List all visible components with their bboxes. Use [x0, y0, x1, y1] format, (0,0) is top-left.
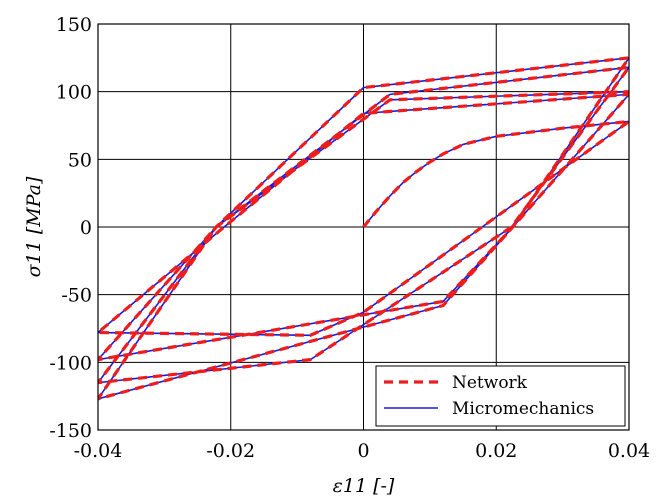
legend-box [375, 365, 626, 427]
y-axis-ticks: -150 -100 -50 0 50 100 150 [49, 14, 92, 442]
y-tick-label: 50 [68, 149, 92, 171]
x-axis-label: ε11 [-] [333, 475, 395, 497]
series-line-network [98, 56, 629, 401]
y-axis-label: σ11 [MPa] [23, 176, 45, 277]
y-tick-label: 0 [80, 217, 92, 239]
legend: Network Micromechanics [375, 365, 626, 427]
y-tick-label: -50 [61, 285, 92, 307]
x-tick-label: 0.02 [475, 440, 517, 462]
plot-frame [97, 23, 630, 431]
y-tick-label: 100 [56, 82, 92, 104]
y-tick-label: -100 [49, 352, 92, 374]
legend-label-network: Network [452, 373, 528, 393]
y-tick-label: -150 [49, 420, 92, 442]
x-axis-ticks: -0.04 -0.02 0 0.02 0.04 [74, 440, 651, 462]
series-layer [98, 56, 629, 401]
legend-label-micromechanics: Micromechanics [452, 399, 594, 419]
x-tick-label: 0 [357, 440, 369, 462]
y-tick-label: 150 [56, 14, 92, 36]
x-tick-label: -0.04 [74, 440, 123, 462]
x-tick-label: 0.04 [608, 440, 650, 462]
x-tick-label: -0.02 [206, 440, 255, 462]
